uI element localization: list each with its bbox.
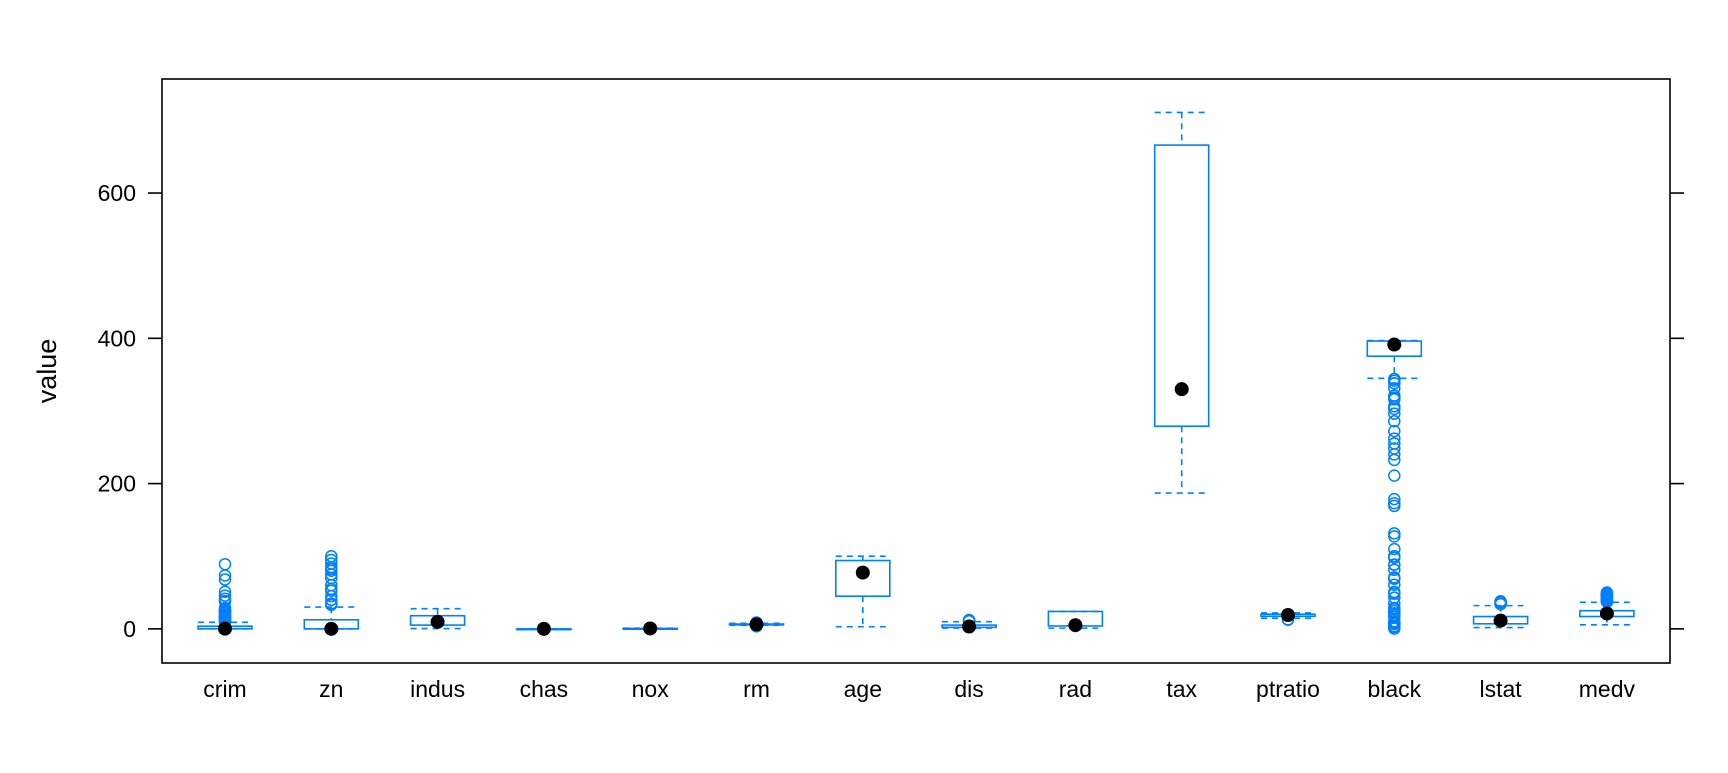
box-crim: [197, 557, 253, 636]
plot-frame: [161, 78, 1671, 664]
iqr-box: [1153, 144, 1210, 428]
y-axis: 0 200 400 600: [98, 180, 1684, 642]
outlier-point: [1388, 578, 1401, 592]
x-category-label: medv: [1579, 676, 1636, 702]
outlier-point: [325, 597, 338, 610]
y-tick-label: 600: [98, 180, 136, 206]
median-dot: [430, 614, 445, 629]
x-category-label: rad: [1059, 676, 1092, 702]
y-tick-label: 400: [98, 325, 136, 351]
outlier-point: [325, 557, 338, 570]
outlier-point: [1388, 497, 1401, 510]
outlier-point: [1388, 407, 1401, 420]
box-indus: [409, 607, 466, 630]
box-black: [1366, 337, 1423, 635]
median-dot: [218, 621, 232, 636]
outlier-point: [1388, 414, 1401, 428]
x-category-label: tax: [1166, 676, 1197, 702]
box-zn: [303, 549, 360, 636]
median-dot: [324, 621, 339, 636]
outlier-point: [1388, 527, 1401, 540]
median-dot: [536, 621, 551, 636]
outlier-point: [1388, 389, 1401, 402]
outlier-point: [1388, 571, 1401, 584]
outlier-point: [1388, 381, 1401, 395]
box-medv: [1579, 586, 1635, 626]
outlier-point: [218, 589, 232, 602]
box-dis: [941, 613, 997, 634]
median-dot: [962, 619, 977, 634]
x-category-label: indus: [410, 676, 465, 702]
median-dot: [1174, 382, 1189, 397]
y-tick-label: 0: [123, 616, 136, 642]
iqr-box: [834, 559, 891, 597]
y-tick-label: 200: [98, 471, 136, 497]
outlier-point: [1388, 558, 1401, 571]
box-rm: [728, 616, 785, 633]
box-chas: [516, 621, 572, 636]
outlier-point: [1388, 432, 1401, 445]
outlier-point: [218, 557, 232, 571]
outlier-point: [1600, 586, 1614, 599]
outlier-point: [1388, 372, 1401, 386]
outlier-point: [218, 585, 232, 598]
x-category-label: lstat: [1480, 676, 1523, 702]
outlier-point: [1388, 492, 1401, 506]
outlier-point: [1494, 595, 1507, 608]
outlier-point: [1388, 424, 1401, 438]
x-category-label: zn: [319, 676, 343, 702]
y-axis-title: value: [32, 339, 62, 404]
outlier-point: [1388, 469, 1401, 482]
outlier-point: [1388, 585, 1401, 599]
median-dot: [1387, 337, 1402, 352]
box-rad: [1047, 610, 1104, 633]
median-dot: [643, 621, 658, 636]
outlier-point: [325, 549, 338, 563]
median-dot: [1599, 606, 1614, 621]
outlier-point: [1388, 563, 1401, 577]
x-category-label: crim: [203, 676, 246, 702]
median-dot: [1281, 608, 1295, 623]
box-series: [197, 111, 1635, 636]
x-category-label: rm: [743, 676, 770, 702]
x-category-label: nox: [632, 676, 670, 702]
outlier-point: [218, 592, 232, 605]
x-axis: crim zn indus chas nox rm age dis rad tax ptratio b…: [203, 676, 1635, 702]
box-lstat: [1472, 595, 1529, 629]
x-category-label: dis: [954, 676, 983, 702]
outlier-point: [218, 601, 232, 615]
x-category-label: ptratio: [1256, 676, 1320, 702]
outlier-point: [1388, 542, 1401, 556]
x-category-label: age: [844, 676, 882, 702]
median-dot: [1068, 618, 1083, 633]
outlier-point: [1388, 591, 1401, 604]
x-category-label: chas: [520, 676, 569, 702]
outlier-point: [218, 573, 232, 586]
x-category-label: black: [1367, 676, 1421, 702]
box-age: [834, 555, 891, 628]
box-tax: [1153, 111, 1210, 494]
median-dot: [1493, 613, 1508, 628]
box-ptratio: [1260, 608, 1316, 626]
outlier-point: [1388, 442, 1401, 455]
outlier-point: [325, 553, 338, 567]
outlier-point: [1388, 549, 1401, 563]
median-dot: [749, 617, 764, 632]
median-dot: [855, 565, 870, 580]
box-nox: [622, 621, 679, 636]
outlier-point: [1388, 437, 1401, 450]
